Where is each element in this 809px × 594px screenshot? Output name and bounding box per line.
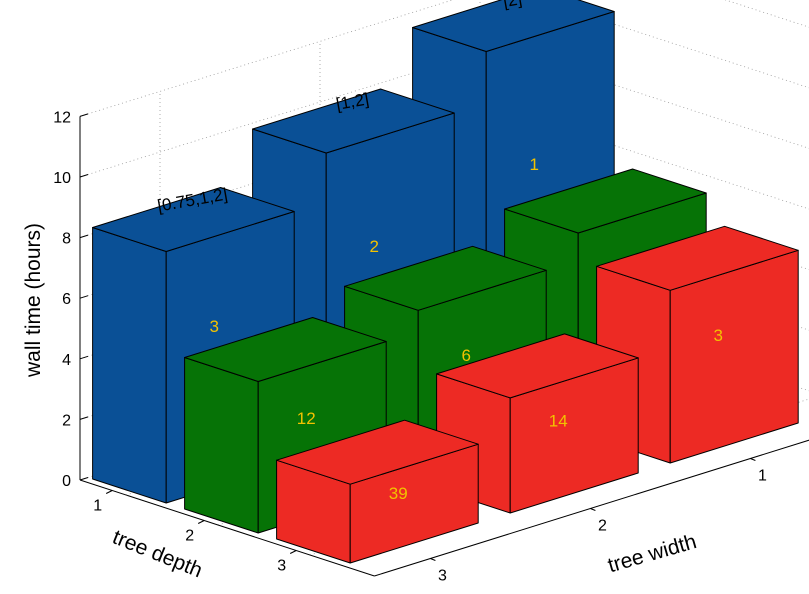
width-axis-label: tree width xyxy=(605,530,699,577)
bar-top-face xyxy=(276,419,479,485)
bar-side-face xyxy=(92,227,167,504)
bar-value-label: 6 xyxy=(461,346,470,365)
width-tick-label: 2 xyxy=(598,518,607,535)
z-axis-label: wall time (hours) xyxy=(22,223,45,378)
grid-line xyxy=(79,0,454,117)
bar-value-label: 39 xyxy=(389,484,408,503)
bar-top-face xyxy=(344,245,547,311)
z-tick-label: 12 xyxy=(53,109,71,126)
bar-side-face xyxy=(184,357,259,534)
bar-value-label: 12 xyxy=(297,409,316,428)
width-tick xyxy=(590,508,596,511)
depth-tick xyxy=(105,490,113,494)
z-tick xyxy=(79,416,89,420)
z-tick xyxy=(79,295,89,299)
z-tick-label: 6 xyxy=(62,291,71,308)
bar-top-face xyxy=(184,317,387,382)
bar-value-label: 3 xyxy=(209,317,218,336)
grid-line xyxy=(79,16,593,178)
bars: 123261431239 xyxy=(92,0,799,564)
grid-line xyxy=(591,77,809,149)
z-tick xyxy=(79,355,89,360)
width-tick-label: 1 xyxy=(758,468,767,485)
width-tick-label: 3 xyxy=(438,568,447,585)
grid-line xyxy=(724,0,809,28)
z-tick xyxy=(79,113,89,117)
depth-tick-label: 2 xyxy=(185,528,194,545)
bar-value-label: 3 xyxy=(713,326,722,345)
bar-value-label: 14 xyxy=(549,412,568,431)
bar-value-label: 1 xyxy=(529,155,538,174)
bar-top-face xyxy=(596,225,799,291)
bar-top-face xyxy=(252,88,455,154)
column-label: [2] xyxy=(501,0,523,11)
bar-top-face xyxy=(92,187,295,252)
z-tick-label: 0 xyxy=(62,473,71,490)
z-tick xyxy=(79,477,89,481)
z-tick-label: 8 xyxy=(62,231,71,248)
width-tick xyxy=(430,558,436,561)
depth-tick-label: 3 xyxy=(277,558,286,575)
depth-tick xyxy=(289,550,297,554)
bar-value-label: 2 xyxy=(369,237,378,256)
z-tick-label: 10 xyxy=(53,170,71,187)
depth-axis-line xyxy=(79,479,375,577)
grid-line xyxy=(591,16,809,89)
z-tick xyxy=(79,234,89,239)
bar-depth3-col1: 39 xyxy=(276,419,479,564)
bar-top-face xyxy=(504,168,707,234)
z-tick xyxy=(79,174,89,178)
width-tick xyxy=(750,458,756,461)
depth-tick xyxy=(197,520,205,524)
bar-top-face xyxy=(436,333,639,399)
z-tick-label: 4 xyxy=(62,352,71,369)
width-axis-line xyxy=(374,439,809,577)
z-tick-label: 2 xyxy=(62,412,71,429)
depth-tick-label: 1 xyxy=(93,498,102,515)
bar-top-face xyxy=(412,0,615,52)
